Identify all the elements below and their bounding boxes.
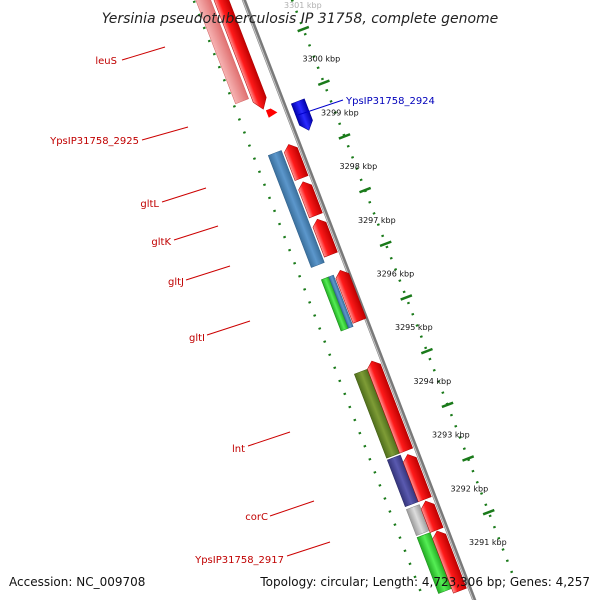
- label-corC[interactable]: corC: [245, 512, 268, 523]
- label-gltL[interactable]: gltL: [140, 199, 159, 210]
- tick-label: 3291 kbp: [469, 538, 507, 547]
- tick-mark: [462, 455, 475, 462]
- leader-lines: [121, 46, 344, 557]
- tick-label: 3295 kbp: [395, 323, 433, 332]
- label-gltK[interactable]: gltK: [151, 237, 171, 248]
- YpsIP31758_2924-feature[interactable]: [290, 98, 315, 133]
- tick-mark: [338, 133, 351, 140]
- label-gltI[interactable]: gltI: [189, 333, 205, 344]
- tick-mark: [400, 294, 413, 301]
- label-YpsIP31758_2917[interactable]: YpsIP31758_2917: [194, 555, 284, 566]
- tick-label: 3301 kbp: [284, 1, 322, 10]
- map-title: Yersinia pseudotuberculosis IP 31758, co…: [102, 11, 499, 27]
- label-gltJ[interactable]: gltJ: [168, 277, 184, 288]
- tick-label: 3292 kbp: [451, 484, 489, 493]
- forward-arrow-8[interactable]: [419, 499, 444, 533]
- forward-arrow-9[interactable]: [430, 528, 467, 594]
- label-YpsIP31758_2924[interactable]: YpsIP31758_2924: [345, 96, 435, 107]
- track-layer: [187, 0, 517, 600]
- tick-mark: [482, 508, 495, 516]
- tick-labels: 3301 kbp 3300 kbp 3299 kbp 3298 kbp 3297 kbp…: [284, 1, 507, 547]
- leader-leuS: [121, 46, 166, 61]
- forward-features: [206, 0, 467, 594]
- leader-lnt: [247, 431, 291, 447]
- leader-gltI: [206, 320, 251, 336]
- gltL-feature[interactable]: [267, 150, 325, 268]
- forward-arrow-1[interactable]: [206, 0, 270, 112]
- tick-label: 3296 kbp: [377, 270, 415, 279]
- tick-marks: [297, 25, 495, 516]
- tick-label: 3294 kbp: [414, 377, 452, 386]
- tick-label: 3293 kbp: [432, 431, 470, 440]
- reverse-features: [190, 0, 452, 594]
- tick-mark: [359, 186, 372, 194]
- forward-arrow-7[interactable]: [401, 452, 432, 503]
- leader-gltJ: [185, 265, 231, 281]
- leader-2924: [297, 99, 344, 116]
- tick-mark: [420, 347, 433, 355]
- forward-arrow-3[interactable]: [296, 179, 323, 219]
- inner-ruler: [187, 0, 431, 600]
- tick-label: 3300 kbp: [303, 55, 341, 64]
- label-lnt[interactable]: lnt: [232, 444, 245, 455]
- tick-mark: [297, 25, 310, 33]
- accession-text: Accession: NC_009708: [9, 575, 145, 589]
- tick-mark: [317, 79, 330, 87]
- forward-arrow-small[interactable]: [265, 107, 278, 118]
- leader-gltL: [161, 187, 207, 203]
- gene-labels: leuS YpsIP31758_2924 YpsIP31758_2925 glt…: [49, 56, 435, 566]
- genome-summary-text: Topology: circular; Length: 4,723,306 bp…: [259, 575, 590, 589]
- tick-mark: [441, 401, 454, 409]
- forward-arrow-2[interactable]: [282, 142, 309, 181]
- label-leuS[interactable]: leuS: [95, 56, 117, 67]
- forward-arrow-5[interactable]: [334, 268, 367, 324]
- leader-2925: [141, 126, 189, 141]
- leader-corC: [269, 500, 315, 517]
- tick-label: 3298 kbp: [340, 162, 378, 171]
- label-YpsIP31758_2925[interactable]: YpsIP31758_2925: [49, 136, 139, 147]
- leuS-feature[interactable]: [190, 0, 249, 105]
- tick-label: 3297 kbp: [358, 216, 396, 225]
- forward-arrow-6[interactable]: [365, 359, 414, 454]
- tick-mark: [379, 240, 392, 248]
- forward-arrow-4[interactable]: [311, 217, 338, 258]
- leader-2917: [286, 541, 331, 557]
- gltI-feature-b[interactable]: [328, 274, 354, 329]
- tick-label: 3299 kbp: [321, 108, 359, 117]
- leader-gltK: [173, 225, 219, 241]
